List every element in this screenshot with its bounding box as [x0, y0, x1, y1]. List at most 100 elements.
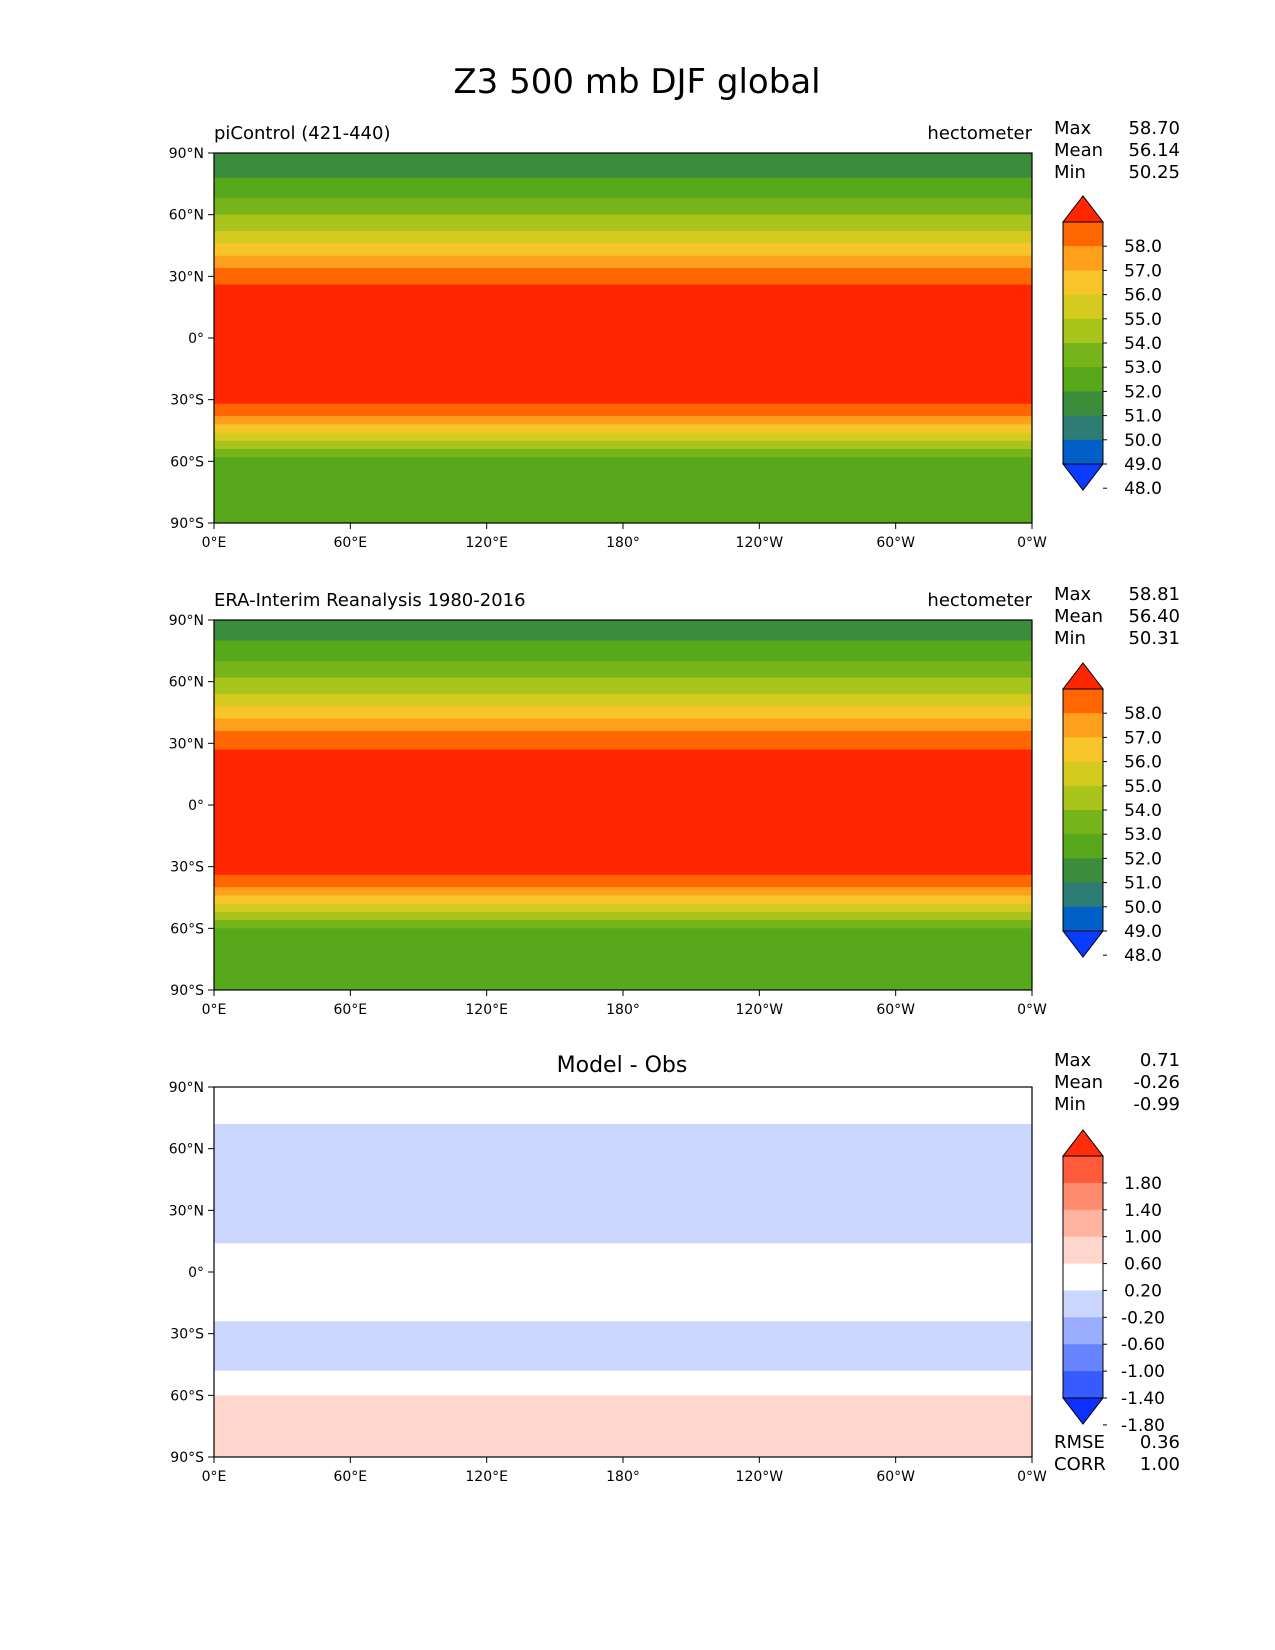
colorbar-tick-label: 54.0 — [1124, 334, 1162, 354]
field-band — [214, 214, 1032, 232]
lon-tick-label: 120°W — [736, 1002, 784, 1018]
panel-reference: ERA-Interim Reanalysis 1980-2016 hectome… — [169, 584, 1180, 1018]
colorbar: 1.80 1.40 1.00 0.60 0.20 -0.20 -0.60 -1.00 -1.40… — [1061, 1129, 1165, 1436]
lat-tick-label: 90°S — [170, 983, 204, 999]
lat-tick-label: 30°N — [169, 1203, 204, 1219]
colorbar-segment — [1063, 1156, 1103, 1184]
colorbar-tick-label: -0.60 — [1121, 1335, 1165, 1355]
colorbar-segment — [1063, 882, 1103, 908]
lon-tick-label: 0°W — [1017, 1002, 1047, 1018]
colorbar-segment — [1063, 270, 1103, 296]
lon-tick-label: 60°W — [876, 1002, 915, 1018]
stat-max-value: 0.71 — [1140, 1050, 1180, 1071]
field-band — [214, 1395, 1032, 1458]
map-axes: 90°N 60°N 30°N 0° 30°S 60°S 90°S 0°E 60°E 120°E 18… — [169, 1080, 1047, 1485]
lon-tick-label: 0°E — [202, 1002, 227, 1018]
colorbar-tick-label: 53.0 — [1124, 358, 1162, 378]
field-band — [214, 677, 1032, 695]
field-band — [214, 1321, 1032, 1372]
field-band — [214, 440, 1032, 450]
colorbar-segment — [1063, 1290, 1103, 1318]
map-field — [213, 152, 1033, 524]
stat-min-label: Min — [1054, 1094, 1086, 1115]
colorbar-segment — [1063, 834, 1103, 859]
lat-tick-label: 30°N — [169, 736, 204, 752]
colorbar-tick-label: 52.0 — [1124, 382, 1162, 402]
lat-tick-label: 60°N — [169, 1142, 204, 1158]
field-band — [214, 895, 1032, 905]
colorbar-tick-label: 53.0 — [1124, 825, 1162, 845]
stat-mean-label: Mean — [1054, 140, 1103, 161]
lat-tick-label: 60°N — [169, 208, 204, 224]
field-band — [214, 620, 1032, 642]
colorbar-tick-label: 55.0 — [1124, 777, 1162, 797]
field-band — [214, 1124, 1032, 1244]
colorbar-segment — [1063, 1236, 1103, 1265]
lat-tick-label: 0° — [188, 331, 204, 347]
colorbar-segment — [1063, 367, 1103, 392]
colorbar-extend-max — [1061, 1129, 1105, 1157]
lon-tick-label: 60°W — [876, 535, 915, 551]
colorbar-tick-label: 54.0 — [1124, 801, 1162, 821]
colorbar-tick-label: 56.0 — [1124, 286, 1162, 306]
stat-min-label: Min — [1054, 162, 1086, 183]
colorbar-segment — [1063, 713, 1103, 738]
panel-left-title: ERA-Interim Reanalysis 1980-2016 — [214, 590, 526, 611]
colorbar-segment — [1063, 761, 1103, 787]
colorbar-tick-label: -0.20 — [1121, 1308, 1165, 1328]
colorbar-tick-label: 1.00 — [1124, 1228, 1162, 1248]
field-band — [214, 432, 1032, 442]
colorbar-tick-label: 55.0 — [1124, 310, 1162, 330]
stat-mean-value: 56.14 — [1128, 140, 1180, 161]
lon-tick-label: 120°E — [465, 535, 508, 551]
field-band — [214, 731, 1032, 750]
lat-tick-label: 90°S — [170, 1450, 204, 1466]
lat-tick-label: 30°S — [170, 860, 204, 876]
field-band — [214, 449, 1032, 458]
lon-tick-label: 180° — [606, 535, 640, 551]
stat-min-value: 50.25 — [1128, 162, 1180, 183]
stat-min-label: Min — [1054, 628, 1086, 649]
colorbar-segment — [1063, 1263, 1103, 1291]
field-band — [214, 718, 1032, 732]
colorbar-outline — [1062, 1155, 1104, 1399]
colorbar-extend-min — [1061, 930, 1105, 958]
field-band — [214, 706, 1032, 720]
field-band — [214, 661, 1032, 679]
colorbar-tick-label: 0.20 — [1124, 1281, 1162, 1301]
field-band — [214, 403, 1032, 417]
lat-tick-label: 90°N — [169, 1080, 204, 1096]
colorbar-segment — [1063, 415, 1103, 441]
field-band — [214, 243, 1032, 257]
map-axes: 90°N 60°N 30°N 0° 30°S 60°S 90°S 0°E 60°E 120°E 18… — [169, 613, 1047, 1018]
lat-tick-label: 60°S — [170, 454, 204, 470]
colorbar-tick-label: 57.0 — [1124, 728, 1162, 748]
stat-max-value: 58.81 — [1128, 584, 1180, 605]
colorbar-segment — [1063, 343, 1103, 368]
colorbar-tick-label: 57.0 — [1124, 261, 1162, 281]
field-band — [214, 1370, 1032, 1396]
colorbar-segment — [1063, 246, 1103, 271]
colorbar-extend-max — [1061, 195, 1105, 223]
lon-tick-label: 0°W — [1017, 1469, 1047, 1485]
field-band — [214, 153, 1032, 179]
field-band — [214, 255, 1032, 269]
colorbar-segment — [1063, 439, 1103, 465]
colorbar-extend-max — [1061, 662, 1105, 690]
map-axes: 90°N 60°N 30°N 0° 30°S 60°S 90°S 0°E 60°E 120°E 18… — [169, 146, 1047, 551]
field-band — [214, 268, 1032, 286]
colorbar-extend-min — [1061, 1397, 1105, 1425]
colorbar-tick-label: 50.0 — [1124, 898, 1162, 918]
field-band — [214, 928, 1032, 991]
colorbar-tick-label: -1.40 — [1121, 1389, 1165, 1409]
colorbar-tick-label: 56.0 — [1124, 753, 1162, 773]
lat-tick-label: 90°N — [169, 146, 204, 162]
field-band — [214, 177, 1032, 199]
lon-tick-label: 60°E — [333, 1002, 367, 1018]
lon-tick-label: 60°W — [876, 1469, 915, 1485]
lat-tick-label: 30°N — [169, 269, 204, 285]
colorbar-segment — [1063, 906, 1103, 932]
stat-corr-label: CORR — [1054, 1454, 1106, 1475]
lat-tick-label: 60°S — [170, 1388, 204, 1404]
colorbar-segment — [1063, 1344, 1103, 1372]
